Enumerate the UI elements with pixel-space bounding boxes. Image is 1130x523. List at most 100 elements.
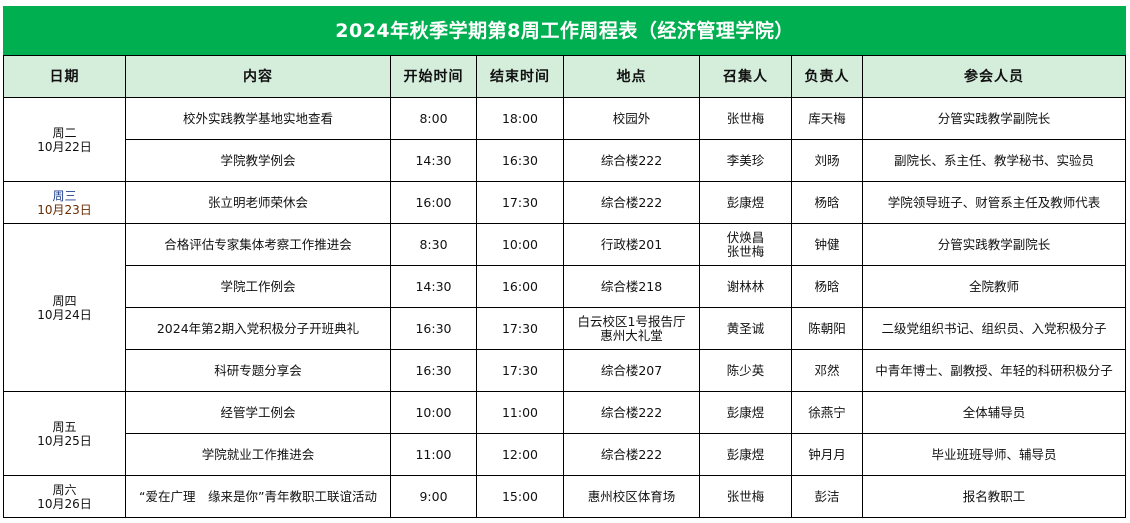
table-row: 2024年第2期入党积极分子开班典礼 16:30 17:30 白云校区1号报告厅 惠州… — [4, 307, 1127, 350]
convener-cell[interactable]: 彭康煜 — [699, 391, 792, 434]
location-cell[interactable]: 综合楼207 — [563, 349, 700, 392]
content-cell[interactable]: 经管学工例会 — [125, 391, 391, 434]
table-row: 周六 10月26日 “爱在广理 缘来是你”青年教职工联谊活动 9:00 15:00 惠州校… — [3, 475, 1127, 518]
owner-cell[interactable]: 钟健 — [791, 223, 863, 266]
start-time-cell[interactable]: 14:30 — [390, 139, 477, 182]
table-row: 学院教学例会 14:30 16:30 综合楼222 李美珍 刘旸 副院长、系主任、教学秘书、… — [4, 139, 1127, 182]
location-cell[interactable]: 综合楼218 — [563, 265, 700, 308]
convener-cell[interactable]: 李美珍 — [699, 139, 792, 182]
column-header-content[interactable]: 内容 — [125, 55, 391, 98]
owner-cell[interactable]: 徐燕宁 — [791, 391, 863, 434]
end-time-cell[interactable]: 10:00 — [476, 223, 564, 266]
column-header-attendees[interactable]: 参会人员 — [861, 55, 1127, 98]
owner-cell[interactable]: 邓然 — [791, 349, 863, 392]
schedule-table: 2024年秋季学期第8周工作周程表（经济管理学院） 日期 内容 开始时间 结束时间 地点… — [2, 6, 1127, 518]
date-cell[interactable]: 周六 10月26日 — [3, 475, 126, 518]
start-time-cell[interactable]: 10:00 — [390, 391, 477, 434]
start-time-cell[interactable]: 8:30 — [390, 223, 477, 266]
table-row: 周三 10月23日 张立明老师荣休会 16:00 17:30 综合楼222 彭康煜 杨晗 学院领… — [3, 181, 1127, 224]
attendees-cell[interactable]: 副院长、系主任、教学秘书、实验员 — [861, 139, 1127, 182]
content-cell[interactable]: 张立明老师荣休会 — [125, 181, 391, 224]
table-row: 周五 10月25日 经管学工例会 10:00 11:00 综合楼222 彭康煜 徐燕宁 全体辅导… — [3, 391, 1127, 476]
convener-cell[interactable]: 彭康煜 — [699, 433, 792, 476]
header-row: 日期 内容 开始时间 结束时间 地点 召集人 负责人 参会人员 — [3, 55, 1127, 98]
location-cell[interactable]: 行政楼201 — [563, 223, 700, 266]
date-label: 10月23日 — [37, 202, 92, 217]
attendees-cell[interactable]: 全体辅导员 — [861, 391, 1127, 434]
table-row: 学院就业工作推进会 11:00 12:00 综合楼222 彭康煜 钟月月 毕业班班导师、辅导… — [4, 433, 1127, 476]
end-time-cell[interactable]: 15:00 — [476, 475, 564, 518]
end-time-cell[interactable]: 17:30 — [476, 181, 564, 224]
owner-cell[interactable]: 杨晗 — [791, 265, 863, 308]
attendees-cell[interactable]: 中青年博士、副教授、年轻的科研积极分子 — [861, 349, 1127, 392]
table-row: 学院工作例会 14:30 16:00 综合楼218 谢林林 杨晗 全院教师 — [4, 265, 1127, 308]
location-cell[interactable]: 综合楼222 — [563, 433, 700, 476]
column-header-location[interactable]: 地点 — [563, 55, 700, 98]
end-time-cell[interactable]: 11:00 — [476, 391, 564, 434]
date-cell[interactable]: 周五 10月25日 — [3, 391, 126, 476]
attendees-cell[interactable]: 学院领导班子、财管系主任及教师代表 — [861, 181, 1127, 224]
content-cell[interactable]: 科研专题分享会 — [125, 349, 391, 392]
end-time-cell[interactable]: 16:30 — [476, 139, 564, 182]
end-time-cell[interactable]: 12:00 — [476, 433, 564, 476]
location-cell[interactable]: 校园外 — [563, 97, 700, 140]
attendees-cell[interactable]: 全院教师 — [861, 265, 1127, 308]
location-cell[interactable]: 白云校区1号报告厅 惠州大礼堂 — [563, 307, 700, 350]
location-cell[interactable]: 综合楼222 — [563, 139, 700, 182]
table-row: 科研专题分享会 16:30 17:30 综合楼207 陈少英 邓然 中青年博士、副教授、年轻… — [4, 349, 1127, 392]
content-cell[interactable]: 2024年第2期入党积极分子开班典礼 — [125, 307, 391, 350]
date-cell[interactable]: 周二 10月22日 — [3, 97, 126, 182]
content-cell[interactable]: 学院就业工作推进会 — [125, 433, 391, 476]
attendees-cell[interactable]: 分管实践教学副院长 — [861, 97, 1127, 140]
date-cell[interactable]: 周三 10月23日 — [3, 181, 126, 224]
convener-cell[interactable]: 张世梅 — [699, 475, 792, 518]
convener-cell[interactable]: 张世梅 — [699, 97, 792, 140]
column-header-owner[interactable]: 负责人 — [791, 55, 863, 98]
owner-cell[interactable]: 钟月月 — [791, 433, 863, 476]
column-header-end-time[interactable]: 结束时间 — [476, 55, 564, 98]
start-time-cell[interactable]: 14:30 — [390, 265, 477, 308]
attendees-cell[interactable]: 毕业班班导师、辅导员 — [861, 433, 1127, 476]
convener-cell[interactable]: 陈少英 — [699, 349, 792, 392]
column-header-date[interactable]: 日期 — [3, 55, 126, 98]
start-time-cell[interactable]: 16:00 — [390, 181, 477, 224]
date-label: 10月22日 — [37, 139, 92, 154]
date-cell[interactable]: 周四 10月24日 — [3, 223, 126, 392]
start-time-cell[interactable]: 16:30 — [390, 307, 477, 350]
content-cell[interactable]: “爱在广理 缘来是你”青年教职工联谊活动 — [125, 475, 391, 518]
end-time-cell[interactable]: 16:00 — [476, 265, 564, 308]
end-time-cell[interactable]: 17:30 — [476, 349, 564, 392]
location-cell[interactable]: 综合楼222 — [563, 391, 700, 434]
content-cell[interactable]: 校外实践教学基地实地查看 — [125, 97, 391, 140]
start-time-cell[interactable]: 8:00 — [390, 97, 477, 140]
start-time-cell[interactable]: 16:30 — [390, 349, 477, 392]
owner-cell[interactable]: 陈朝阳 — [791, 307, 863, 350]
convener-cell[interactable]: 彭康煜 — [699, 181, 792, 224]
start-time-cell[interactable]: 9:00 — [390, 475, 477, 518]
date-label: 10月24日 — [37, 307, 92, 322]
end-time-cell[interactable]: 17:30 — [476, 307, 564, 350]
convener-cell[interactable]: 伏焕昌 张世梅 — [699, 223, 792, 266]
end-time-cell[interactable]: 18:00 — [476, 97, 564, 140]
start-time-cell[interactable]: 11:00 — [390, 433, 477, 476]
owner-cell[interactable]: 刘旸 — [791, 139, 863, 182]
convener-cell[interactable]: 黄圣诚 — [699, 307, 792, 350]
owner-cell[interactable]: 杨晗 — [791, 181, 863, 224]
table-row: 周四 10月24日 合格评估专家集体考察工作推进会 8:30 10:00 行政楼201 伏焕… — [3, 223, 1127, 392]
owner-cell[interactable]: 库天梅 — [791, 97, 863, 140]
table-body: 周二 10月22日 校外实践教学基地实地查看 8:00 18:00 校园外 张世梅 库天梅 分管… — [3, 97, 1127, 518]
location-cell[interactable]: 综合楼222 — [563, 181, 700, 224]
content-cell[interactable]: 学院工作例会 — [125, 265, 391, 308]
column-header-convener[interactable]: 召集人 — [699, 55, 792, 98]
column-header-start-time[interactable]: 开始时间 — [390, 55, 477, 98]
attendees-cell[interactable]: 二级党组织书记、组织员、入党积极分子 — [861, 307, 1127, 350]
weekday-label: 周三 — [52, 188, 77, 203]
attendees-cell[interactable]: 报名教职工 — [861, 475, 1127, 518]
content-cell[interactable]: 学院教学例会 — [125, 139, 391, 182]
convener-cell[interactable]: 谢林林 — [699, 265, 792, 308]
attendees-cell[interactable]: 分管实践教学副院长 — [861, 223, 1127, 266]
location-cell[interactable]: 惠州校区体育场 — [563, 475, 700, 518]
content-cell[interactable]: 合格评估专家集体考察工作推进会 — [125, 223, 391, 266]
owner-cell[interactable]: 彭洁 — [791, 475, 863, 518]
table-title[interactable]: 2024年秋季学期第8周工作周程表（经济管理学院） — [2, 6, 1127, 56]
